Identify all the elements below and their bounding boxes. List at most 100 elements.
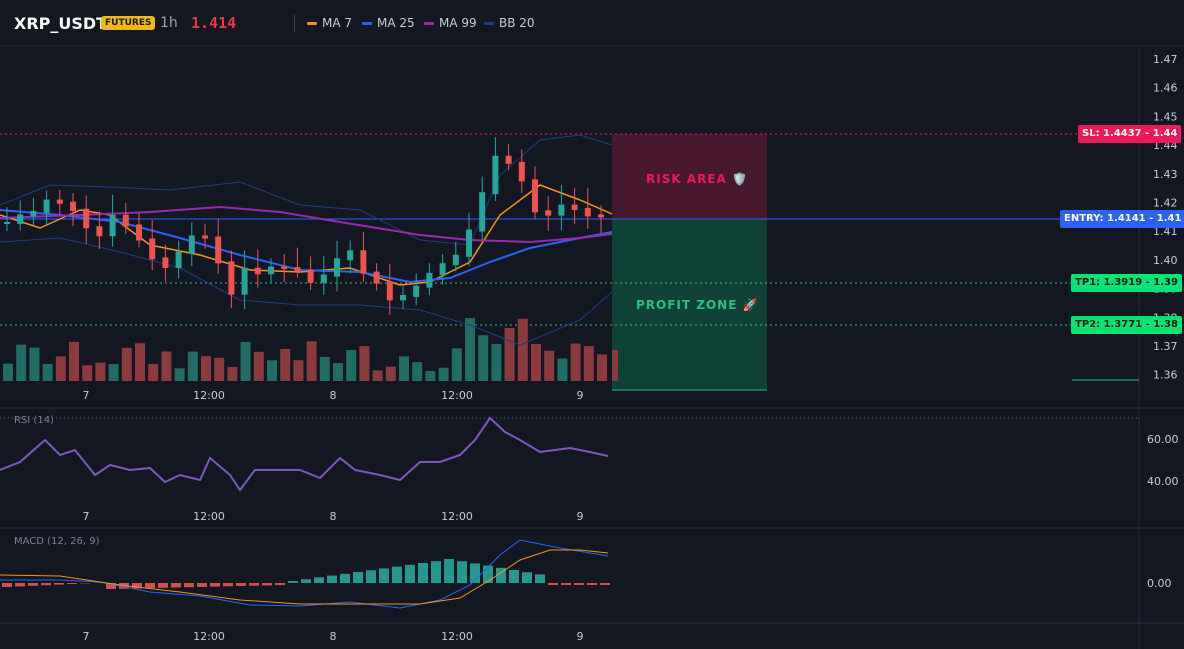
macd-bar	[210, 583, 220, 587]
volume-bar	[491, 343, 502, 381]
symbol-name[interactable]: XRP_USDT	[14, 14, 108, 33]
volume-bar	[280, 348, 291, 381]
profit-zone-label: PROFIT ZONE 🚀	[636, 298, 759, 312]
time-tick: 12:00	[193, 630, 225, 643]
time-tick: 7	[83, 510, 90, 523]
time-axis-rsi: 7 12:00 8 12:00 9	[83, 510, 584, 523]
ma7-swatch	[307, 22, 317, 25]
volume-bar	[346, 350, 357, 381]
macd-bar	[574, 583, 584, 585]
tp2-tag[interactable]: TP2: 1.3771 - 1.38	[1071, 316, 1182, 334]
grid	[0, 45, 1184, 624]
tp1-tag[interactable]: TP1: 1.3919 - 1.39	[1071, 274, 1182, 292]
candle-body	[452, 254, 459, 266]
volume-bar	[583, 346, 594, 381]
macd-bar	[444, 559, 454, 583]
time-axis-main: 7 12:00 8 12:00 9	[83, 389, 584, 402]
macd-bar	[470, 563, 480, 583]
volume-bar	[161, 351, 172, 381]
legend-ma99[interactable]: MA 99	[424, 16, 477, 30]
sl-tag[interactable]: SL: 1.4437 - 1.44	[1078, 125, 1182, 143]
macd-bar	[561, 583, 571, 585]
candle-body	[56, 199, 63, 204]
macd-histogram	[2, 559, 610, 589]
macd-bar	[171, 583, 181, 588]
price-axis[interactable]: 1.471.461.451.441.431.421.411.401.391.38…	[1153, 53, 1178, 382]
candle-body	[70, 201, 76, 211]
price-tick: 1.47	[1153, 53, 1178, 66]
volume-bar	[201, 356, 211, 381]
candlesticks[interactable]	[4, 137, 604, 315]
macd-bar	[379, 568, 389, 583]
macd-bar	[197, 583, 207, 587]
macd-bar	[28, 583, 38, 586]
legend-bb20[interactable]: BB 20	[484, 16, 535, 30]
candle-body	[532, 179, 538, 213]
time-tick: 9	[577, 630, 584, 643]
macd-bar	[366, 570, 376, 583]
macd-bar	[327, 575, 337, 583]
volume-bar	[385, 366, 396, 381]
volume-bar	[267, 360, 277, 381]
time-tick: 7	[83, 630, 90, 643]
candle-body	[268, 266, 274, 275]
legend-ma7[interactable]: MA 7	[307, 16, 352, 30]
price-tick: 1.45	[1153, 110, 1178, 123]
volume-bar	[306, 341, 317, 381]
volume-bar	[121, 347, 132, 381]
candle-body	[360, 250, 367, 274]
volume-bar	[227, 367, 238, 381]
candle-body	[294, 267, 301, 272]
volume-bar	[55, 356, 66, 381]
time-axis-macd: 7 12:00 8 12:00 9	[83, 630, 584, 643]
macd-bar	[158, 583, 168, 588]
macd-bar	[392, 566, 402, 583]
candle-body	[400, 294, 406, 301]
timeframe[interactable]: 1h	[160, 15, 178, 31]
time-tick: 12:00	[441, 630, 473, 643]
candle-body	[334, 258, 340, 277]
candle-body	[386, 281, 393, 301]
candle-body	[215, 236, 222, 264]
macd-bar	[314, 577, 324, 583]
risk-area-label: RISK AREA 🛡️	[646, 172, 748, 186]
volume-bar	[174, 368, 185, 381]
volume-bar	[359, 346, 370, 381]
bb-lower	[0, 237, 613, 346]
macd-bar	[301, 579, 311, 583]
volume-bar	[517, 318, 528, 381]
candle-body	[4, 221, 10, 224]
last-price: 1.414	[191, 14, 237, 32]
candle-body	[505, 155, 512, 164]
volume-bar	[412, 362, 423, 381]
macd-bar	[249, 583, 259, 586]
candle-body	[466, 229, 472, 257]
volume-bar	[333, 363, 343, 381]
candle-body	[281, 266, 288, 270]
time-tick: 12:00	[193, 389, 225, 402]
volume-bar	[3, 363, 13, 381]
ma25-swatch	[362, 22, 372, 25]
candle-body	[571, 204, 578, 210]
macd-bar	[431, 561, 441, 583]
risk-zone[interactable]	[612, 134, 767, 219]
macd-bar	[405, 564, 415, 583]
macd-bar	[2, 583, 12, 587]
entry-tag[interactable]: ENTRY: 1.4141 - 1.41	[1060, 210, 1184, 228]
macd-bar	[600, 583, 610, 585]
macd-bar	[67, 583, 77, 584]
legend-ma25[interactable]: MA 25	[362, 16, 415, 30]
volume-bar	[69, 341, 79, 381]
volume-bar	[451, 348, 462, 381]
candle-body	[320, 274, 327, 283]
profit-zone[interactable]	[612, 219, 767, 390]
macd-bar	[262, 583, 272, 586]
ma99-swatch	[424, 22, 434, 25]
candle-body	[373, 271, 380, 284]
volume-bar	[425, 370, 436, 381]
time-tick: 12:00	[193, 510, 225, 523]
rsi-line	[0, 416, 609, 492]
volume-bar	[557, 358, 568, 381]
price-tick: 1.46	[1153, 82, 1178, 95]
